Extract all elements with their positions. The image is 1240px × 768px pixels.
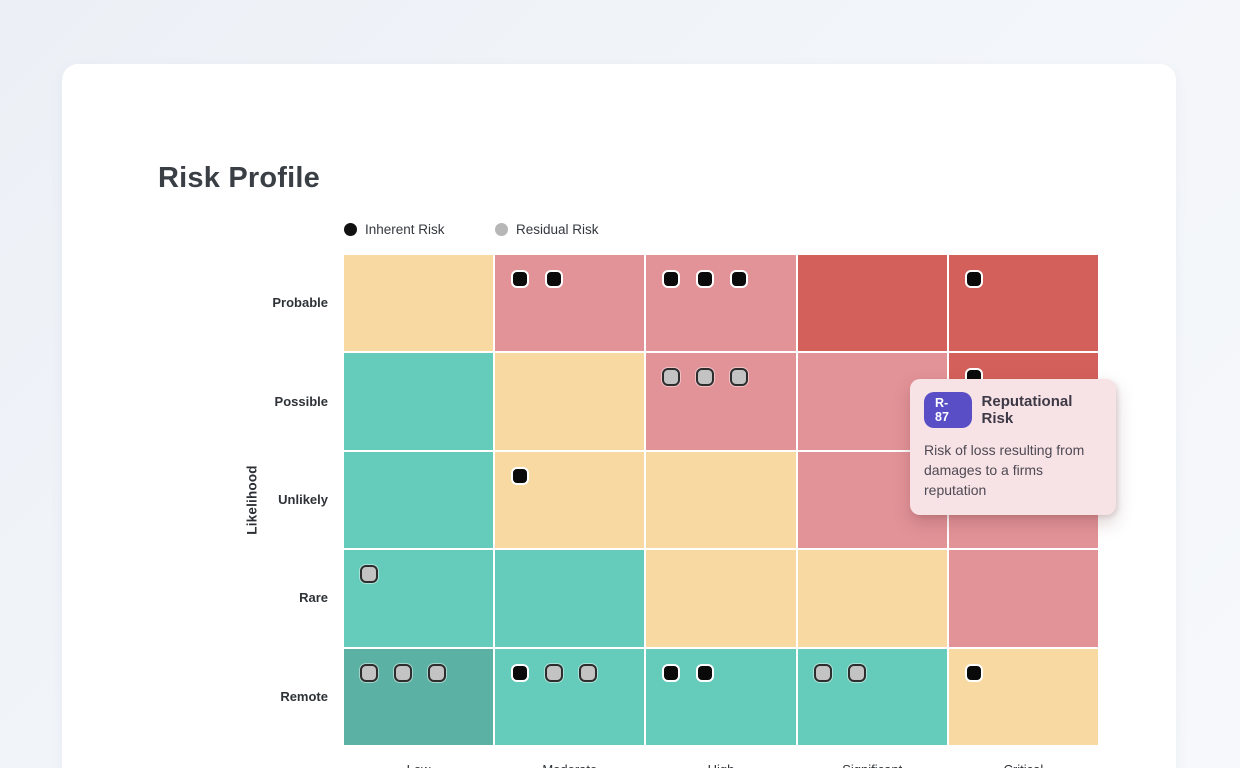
tooltip-description: Risk of loss resulting from damages to a… bbox=[924, 442, 1085, 498]
legend-item-residual[interactable]: Residual Risk bbox=[495, 222, 599, 237]
risk-cell-unlikely-high[interactable] bbox=[646, 451, 796, 549]
risk-marker-inherent[interactable] bbox=[662, 270, 681, 288]
y-label-possible: Possible bbox=[274, 393, 328, 409]
risk-marker-residual[interactable] bbox=[428, 663, 446, 682]
risk-cell-possible-moderate[interactable] bbox=[495, 353, 645, 450]
x-label-low: Low bbox=[407, 762, 431, 768]
risk-cell-rare-significant[interactable] bbox=[797, 550, 947, 647]
risk-marker-inherent[interactable] bbox=[696, 663, 715, 682]
risk-cell-probable-low[interactable] bbox=[344, 255, 494, 352]
risk-marker-inherent[interactable] bbox=[545, 270, 564, 288]
risk-marker-inherent[interactable] bbox=[662, 663, 681, 682]
risk-marker-residual[interactable] bbox=[545, 663, 564, 682]
risk-marker-inherent[interactable] bbox=[730, 270, 749, 288]
risk-marker-inherent[interactable] bbox=[964, 663, 983, 682]
risk-marker-inherent[interactable] bbox=[511, 663, 530, 682]
y-label-remote: Remote bbox=[280, 688, 328, 704]
risk-cell-rare-high[interactable] bbox=[646, 550, 796, 647]
y-label-rare: Rare bbox=[299, 590, 328, 606]
risk-marker-inherent[interactable] bbox=[964, 270, 983, 288]
risk-marker-residual[interactable] bbox=[360, 565, 378, 584]
risk-cell-unlikely-low[interactable] bbox=[344, 451, 494, 549]
y-label-probable: Probable bbox=[272, 295, 328, 311]
risk-cell-remote-significant[interactable] bbox=[797, 648, 947, 745]
tooltip-header: R-87 Reputational Risk bbox=[924, 392, 1101, 428]
risk-marker-residual[interactable] bbox=[662, 368, 681, 387]
x-label-critical: Critical bbox=[1004, 762, 1044, 768]
risk-marker-residual[interactable] bbox=[579, 663, 598, 682]
risk-marker-residual[interactable] bbox=[813, 663, 832, 682]
x-label-high: High bbox=[708, 762, 735, 768]
risk-cell-rare-critical[interactable] bbox=[948, 550, 1098, 647]
risk-cell-rare-moderate[interactable] bbox=[495, 550, 645, 647]
risk-tooltip: R-87 Reputational Risk Risk of loss resu… bbox=[910, 379, 1116, 515]
risk-cell-remote-critical[interactable] bbox=[948, 648, 1098, 745]
risk-id-badge: R-87 bbox=[924, 392, 972, 428]
risk-matrix bbox=[344, 255, 1098, 745]
risk-marker-inherent[interactable] bbox=[696, 270, 715, 288]
risk-cell-possible-high[interactable] bbox=[646, 353, 796, 450]
risk-cell-remote-high[interactable] bbox=[646, 648, 796, 745]
risk-marker-residual[interactable] bbox=[730, 368, 749, 387]
risk-cell-possible-low[interactable] bbox=[344, 353, 494, 450]
x-label-moderate: Moderate bbox=[542, 762, 597, 768]
risk-marker-inherent[interactable] bbox=[511, 270, 530, 288]
risk-cell-unlikely-moderate[interactable] bbox=[495, 451, 645, 549]
risk-cell-rare-low[interactable] bbox=[344, 550, 494, 647]
inherent-risk-dot-icon bbox=[344, 223, 357, 236]
residual-risk-dot-icon bbox=[495, 223, 508, 236]
risk-marker-residual[interactable] bbox=[360, 663, 378, 682]
tooltip-title: Reputational Risk bbox=[981, 393, 1073, 427]
x-label-significant: Significant bbox=[842, 762, 902, 768]
risk-cell-probable-critical[interactable] bbox=[948, 255, 1098, 352]
risk-cell-remote-low[interactable] bbox=[344, 648, 494, 745]
risk-cell-probable-significant[interactable] bbox=[797, 255, 947, 352]
page-title: Risk Profile bbox=[158, 162, 320, 194]
risk-cell-remote-moderate[interactable] bbox=[495, 648, 645, 745]
y-label-unlikely: Unlikely bbox=[278, 492, 328, 507]
risk-profile-card: Risk Profile Inherent Risk Residual Risk … bbox=[62, 64, 1176, 768]
risk-marker-residual[interactable] bbox=[696, 368, 715, 387]
legend-label: Residual Risk bbox=[516, 222, 599, 237]
legend-item-inherent[interactable]: Inherent Risk bbox=[344, 222, 445, 237]
legend-label: Inherent Risk bbox=[365, 222, 445, 237]
risk-marker-inherent[interactable] bbox=[511, 466, 530, 485]
risk-marker-residual[interactable] bbox=[394, 663, 412, 682]
risk-cell-probable-high[interactable] bbox=[646, 255, 796, 352]
risk-marker-residual[interactable] bbox=[847, 663, 866, 682]
risk-cell-probable-moderate[interactable] bbox=[495, 255, 645, 352]
